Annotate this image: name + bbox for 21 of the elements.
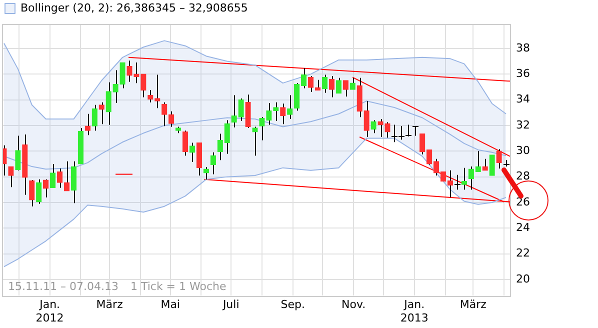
x-tick-label: Mai (160, 298, 180, 312)
y-tick-label: 24 (516, 221, 530, 234)
x-tick-label: Jan. 2012 (36, 298, 64, 324)
y-tick-label: 22 (516, 246, 530, 260)
y-tick-label: 28 (516, 170, 530, 183)
annotation: 1 Tick = 1 Woche (130, 280, 226, 293)
y-tick-label: 30 (516, 144, 530, 157)
annotation: 15.11.11 – 07.04.13 (8, 280, 118, 293)
y-tick-label: 26 (516, 195, 530, 208)
x-tick-label: Jan. 2013 (400, 298, 428, 324)
x-tick-label: Nov. (342, 298, 366, 312)
y-tick-label: 32 (516, 118, 530, 132)
x-tick-label: März (96, 298, 124, 312)
y-tick-label: 38 (516, 41, 530, 54)
x-tick-label: Sep. (280, 298, 305, 312)
y-tick-label: 34 (516, 92, 530, 106)
x-tick-label: März (460, 298, 487, 312)
y-tick-label: 36 (516, 66, 530, 80)
legend-label: Bollinger (20, 2): 26,386345 – 32,908655 (20, 1, 248, 14)
x-tick-label: Juli (222, 298, 240, 312)
y-tick-label: 20 (516, 272, 530, 286)
